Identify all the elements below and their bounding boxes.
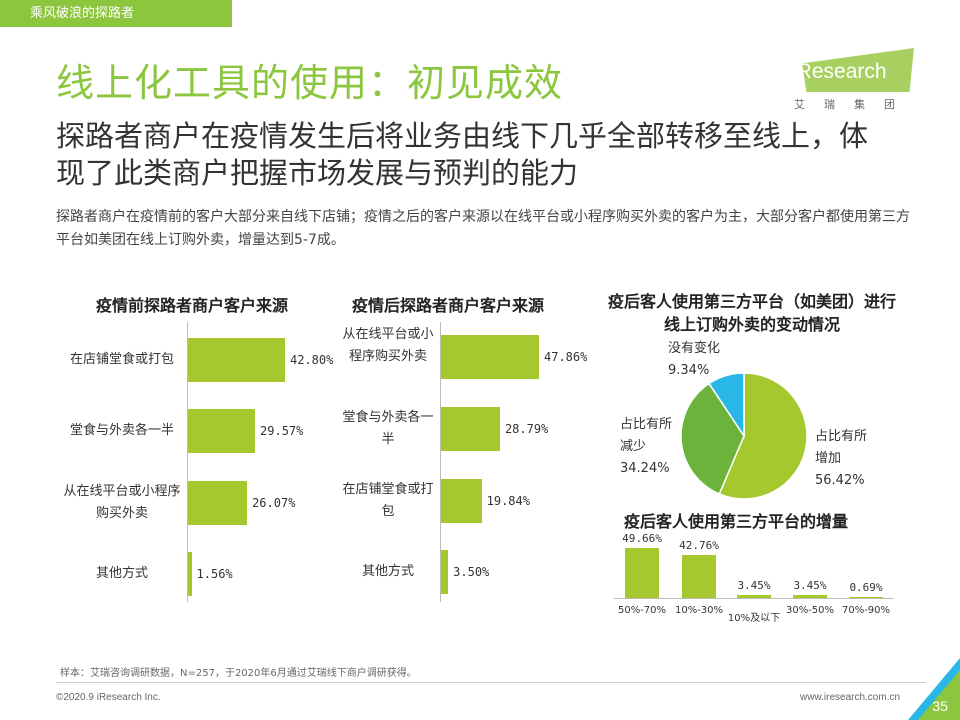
chart4-bar [737, 594, 771, 598]
pie-slice-name: 占比有所增加 [815, 429, 868, 466]
chart4-category-label: 70%-90% [841, 605, 891, 616]
chart1-value-label: 29.57% [260, 424, 304, 438]
chart1-axis [187, 322, 188, 602]
chart1-category-label: 堂食与外卖各一半 [69, 423, 174, 438]
chart4-bar [793, 594, 827, 598]
page-number: 35 [932, 698, 948, 714]
pie-chart [680, 372, 808, 500]
chart2-value-label: 28.79% [504, 422, 549, 436]
chart2-value-label: 47.86% [544, 350, 588, 364]
chart2-title: 疫情后探路者商户客户来源 [352, 296, 545, 315]
chart1-category-label: 在店铺堂食或打包 [69, 352, 174, 367]
chart4-category-label: 50%-70% [617, 605, 667, 616]
chart4-value-label: 3.45% [737, 578, 771, 592]
chart4-value-label: 0.69% [849, 581, 883, 594]
chart4-value-label: 49.66% [622, 532, 662, 545]
chart4-category-label: 10%及以下 [727, 613, 781, 624]
chart2-value-label: 19.84% [486, 494, 530, 508]
chart1-bar [188, 338, 285, 382]
chart4-value-label: 3.45% [793, 578, 827, 592]
pie-slice [708, 372, 745, 439]
chart1-bar [188, 409, 256, 453]
chart2-category-label: 其他方式 [361, 564, 414, 579]
chart1-bar [188, 552, 192, 596]
site-url: www.iresearch.com.cn [800, 692, 901, 703]
chart4-category-label: 10%-30% [674, 605, 724, 616]
pie-slice [718, 372, 808, 500]
chart2-category-label: 从在线平台或小程序购买外卖 [342, 327, 434, 364]
pie-slice [680, 382, 745, 495]
pie-slice-value: 56.42% [815, 473, 865, 488]
chart1-category-label: 其他方式 [95, 566, 148, 581]
chart4-value-label: 42.76% [679, 538, 719, 552]
pie-slice-name: 占比有所减少 [620, 417, 673, 454]
footer-divider [56, 682, 926, 683]
chart2-bar [441, 407, 500, 451]
chart2-axis [440, 322, 441, 602]
section-tag: 乘风破浪的探路者 [0, 0, 232, 27]
pie-slice-value: 9.34% [668, 363, 710, 378]
chart4-title: 疫后客人使用第三方平台的增量 [624, 512, 849, 531]
page-description: 探路者商户在疫情前的客户大部分来自线下店铺；疫情之后的客户来源以在线平台或小程序… [56, 209, 910, 248]
chart4-bar [682, 554, 716, 598]
chart4-bar [625, 548, 659, 598]
chart2-category-label: 堂食与外卖各一半 [342, 410, 434, 447]
chart4-bar [849, 597, 883, 598]
pie-slice-label: 占比有所增加 56.42% [815, 426, 879, 492]
chart1-value-label: 26.07% [252, 496, 296, 510]
chart2-category-label: 在店铺堂食或打包 [342, 482, 434, 519]
chart1-title: 疫情前探路者商户客户来源 [96, 296, 289, 315]
chart4-category-label: 30%-50% [785, 605, 835, 616]
chart1-category-label: 从在线平台或小程序购买外卖 [63, 484, 181, 521]
chart2-bar [441, 550, 449, 594]
chart2-bar [441, 335, 539, 379]
chart1-value-label: 1.56% [196, 567, 233, 581]
sample-note: 样本：艾瑞咨询调研数据，N=257，于2020年6月通过艾瑞线下商户调研获得。 [60, 668, 417, 679]
corner-decoration [908, 658, 960, 720]
iresearch-logo: iResearch 艾瑞集团 [792, 48, 917, 113]
chart1-bar [188, 481, 248, 525]
chart2-value-label: 3.50% [453, 565, 490, 579]
chart4-baseline [614, 598, 894, 599]
pie-slice-name: 没有变化 [668, 341, 721, 356]
chart1-value-label: 42.80% [290, 353, 334, 367]
pie-slice-label: 占比有所减少 34.24% [620, 414, 684, 480]
chart3-title: 疫后客人使用第三方平台（如美团）进行线上订购外卖的变动情况 [607, 292, 896, 334]
chart2-bar [441, 479, 482, 523]
pie-slice-label: 没有变化 9.34% [668, 338, 728, 382]
page-title: 线上化工具的使用：初见成效 [56, 61, 564, 105]
page-subtitle: 探路者商户在疫情发生后将业务由线下几乎全部转移至线上，体现了此类商户把握市场发展… [56, 119, 869, 190]
pie-slice-value: 34.24% [620, 461, 670, 476]
copyright: ©2020.9 iResearch Inc. [56, 692, 161, 703]
